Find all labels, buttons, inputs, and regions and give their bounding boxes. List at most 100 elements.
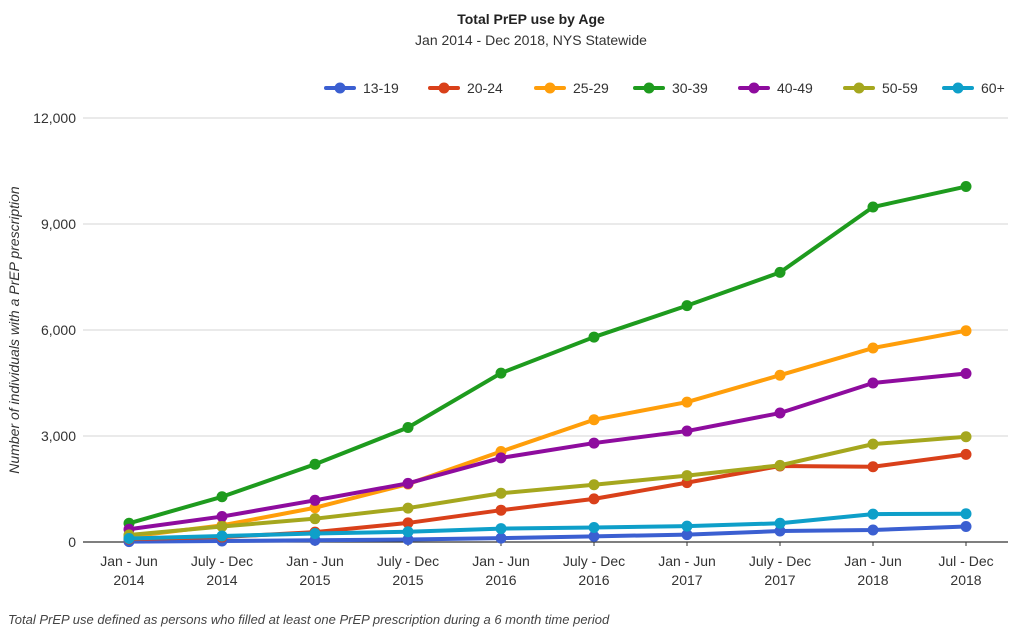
data-point[interactable]: [774, 517, 786, 529]
x-tick-label: Jan - Jun: [844, 553, 902, 569]
data-point[interactable]: [867, 342, 879, 354]
data-point[interactable]: [495, 487, 507, 499]
x-tick-label: July - Dec: [377, 553, 439, 569]
legend-label: 20-24: [467, 80, 503, 96]
data-point[interactable]: [867, 508, 879, 520]
data-point[interactable]: [681, 520, 693, 532]
data-point[interactable]: [681, 300, 693, 312]
data-point[interactable]: [867, 438, 879, 450]
legend-item-20-24[interactable]: 20-24: [428, 80, 503, 96]
legend-swatch-dot: [334, 82, 346, 94]
data-point[interactable]: [867, 461, 879, 473]
legend-item-30-39[interactable]: 30-39: [633, 80, 708, 96]
data-point[interactable]: [495, 504, 507, 516]
data-point[interactable]: [309, 513, 321, 525]
data-point[interactable]: [588, 493, 600, 505]
data-point[interactable]: [681, 396, 693, 408]
data-point[interactable]: [402, 526, 414, 538]
legend-swatch-dot: [952, 82, 964, 94]
data-point[interactable]: [867, 377, 879, 389]
x-tick-label: Jan - Jun: [100, 553, 158, 569]
data-point[interactable]: [960, 325, 972, 337]
legend-item-13-19[interactable]: 13-19: [324, 80, 399, 96]
y-axis-label: Number of individuals with a PrEP prescr…: [6, 186, 22, 474]
data-point[interactable]: [123, 532, 135, 544]
data-point[interactable]: [495, 452, 507, 464]
data-point[interactable]: [588, 479, 600, 491]
data-point[interactable]: [960, 520, 972, 532]
data-point[interactable]: [402, 517, 414, 529]
data-point[interactable]: [960, 367, 972, 379]
data-point[interactable]: [681, 529, 693, 541]
x-tick-label-year: 2015: [392, 572, 423, 588]
data-point[interactable]: [867, 201, 879, 213]
legend-item-50-59[interactable]: 50-59: [843, 80, 918, 96]
legend-swatch-dot: [438, 82, 450, 94]
series-50-59: [123, 431, 972, 541]
data-point[interactable]: [960, 508, 972, 520]
data-point[interactable]: [216, 520, 228, 532]
data-point[interactable]: [309, 458, 321, 470]
data-point[interactable]: [216, 491, 228, 503]
legend-label: 40-49: [777, 80, 813, 96]
legend-item-40-49[interactable]: 40-49: [738, 80, 813, 96]
data-point[interactable]: [774, 459, 786, 471]
y-tick-label: 3,000: [41, 428, 76, 444]
data-point[interactable]: [402, 534, 414, 546]
data-point[interactable]: [867, 524, 879, 536]
x-tick-label-year: 2014: [113, 572, 144, 588]
data-point[interactable]: [960, 431, 972, 443]
series-line: [127, 524, 968, 544]
data-point[interactable]: [681, 425, 693, 437]
data-point[interactable]: [681, 470, 693, 482]
legend-swatch-dot: [544, 82, 556, 94]
data-point[interactable]: [495, 523, 507, 535]
x-tick-label-year: 2016: [578, 572, 609, 588]
data-point[interactable]: [216, 530, 228, 542]
legend-item-60+[interactable]: 60+: [942, 80, 1005, 96]
data-point[interactable]: [402, 422, 414, 434]
legend-swatch-dot: [643, 82, 655, 94]
data-point[interactable]: [774, 369, 786, 381]
data-point[interactable]: [402, 477, 414, 489]
x-tick-label-year: 2014: [206, 572, 237, 588]
data-point[interactable]: [588, 414, 600, 426]
data-point[interactable]: [774, 407, 786, 419]
series-group: [123, 181, 972, 548]
x-tick-label-year: 2018: [950, 572, 981, 588]
series-line: [127, 184, 968, 526]
x-tick-label: July - Dec: [563, 553, 625, 569]
y-tick-label: 12,000: [33, 110, 76, 126]
x-tick-label: Jul - Dec: [938, 553, 993, 569]
data-point[interactable]: [774, 525, 786, 537]
data-point[interactable]: [588, 331, 600, 343]
footnote: Total PrEP use defined as persons who fi…: [8, 612, 610, 627]
data-point[interactable]: [774, 266, 786, 278]
x-tick-label-year: 2017: [671, 572, 702, 588]
data-point[interactable]: [588, 522, 600, 534]
data-point[interactable]: [588, 437, 600, 449]
data-point[interactable]: [309, 494, 321, 506]
legend-label: 50-59: [882, 80, 918, 96]
chart-subtitle: Jan 2014 - Dec 2018, NYS Statewide: [415, 32, 647, 48]
data-point[interactable]: [216, 511, 228, 523]
data-point[interactable]: [495, 532, 507, 544]
data-point[interactable]: [495, 367, 507, 379]
data-point[interactable]: [309, 528, 321, 540]
legend-swatch-dot: [853, 82, 865, 94]
legend: 13-19 20-24 25-29 30-39 40-49 50-59 60+: [324, 80, 1005, 96]
data-point[interactable]: [960, 181, 972, 193]
data-point[interactable]: [402, 502, 414, 514]
legend-label: 30-39: [672, 80, 708, 96]
x-tick-label: Jan - Jun: [472, 553, 530, 569]
series-line: [127, 434, 968, 537]
chart-title: Total PrEP use by Age: [457, 11, 605, 27]
legend-item-25-29[interactable]: 25-29: [534, 80, 609, 96]
data-point[interactable]: [960, 448, 972, 460]
data-point[interactable]: [588, 530, 600, 542]
y-tick-label: 6,000: [41, 322, 76, 338]
x-tick-label-year: 2016: [485, 572, 516, 588]
y-tick-label: 0: [68, 534, 76, 550]
x-tick-label: Jan - Jun: [286, 553, 344, 569]
